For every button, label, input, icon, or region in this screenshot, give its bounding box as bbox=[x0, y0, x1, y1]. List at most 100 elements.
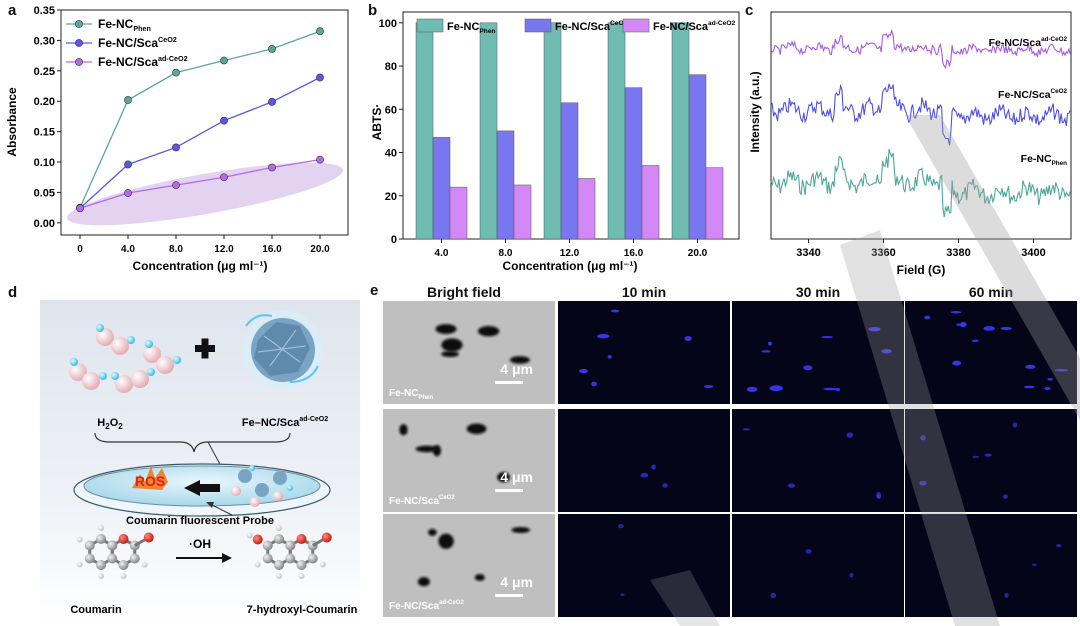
legend-swatch bbox=[622, 18, 650, 33]
legend-swatch bbox=[524, 18, 552, 33]
highlight-ellipse bbox=[67, 162, 343, 226]
y-tick-label: 20 bbox=[385, 191, 397, 203]
legend-label: Fe-NC/Scaad-CeO2 bbox=[98, 54, 188, 69]
bar bbox=[415, 22, 434, 240]
data-point bbox=[268, 163, 276, 172]
fluorescent-spot bbox=[919, 480, 927, 486]
fluorescent-spot bbox=[662, 483, 668, 488]
x-tick-label: 20.0 bbox=[310, 244, 330, 255]
particle bbox=[466, 423, 487, 435]
x-tick-label: 12.0 bbox=[560, 248, 580, 259]
fluorescent-spot bbox=[956, 323, 962, 326]
ros-label: ROS bbox=[135, 473, 165, 489]
scale-bar-label: 4 μm bbox=[500, 469, 533, 485]
fluorescent-spot bbox=[835, 388, 840, 392]
fluorescent-spot bbox=[881, 348, 892, 354]
bar bbox=[513, 184, 532, 240]
hydrogen-atom bbox=[120, 573, 127, 579]
particle bbox=[441, 338, 463, 352]
fluorescent-spot bbox=[597, 333, 610, 339]
fluorescence-image bbox=[558, 301, 730, 404]
nanomaterial-icon bbox=[243, 310, 323, 390]
fluorescent-spot bbox=[770, 592, 777, 599]
x-tick-label: 16.0 bbox=[262, 244, 282, 255]
oxygen-atom bbox=[118, 534, 129, 544]
particle bbox=[497, 472, 510, 483]
carbon-atom bbox=[274, 534, 284, 544]
legend-sup: CeO2 bbox=[158, 35, 177, 44]
scale-bar-label: 4 μm bbox=[500, 361, 533, 377]
hydrogen-atom bbox=[298, 573, 305, 579]
legend-sup: CeO2 bbox=[610, 20, 628, 27]
legend-marker bbox=[75, 39, 83, 47]
hydrogen-atom bbox=[276, 525, 282, 531]
column-header: 30 min bbox=[796, 284, 840, 300]
y-tick-label: 0.20 bbox=[34, 96, 55, 108]
fluorescent-spot bbox=[651, 464, 656, 470]
data-point bbox=[124, 189, 132, 197]
scale-bar bbox=[495, 489, 523, 492]
bar bbox=[705, 167, 724, 240]
plus-icon bbox=[195, 338, 215, 359]
carbon-atom bbox=[285, 553, 296, 564]
fluorescent-spot bbox=[591, 381, 597, 387]
fluorescence-image bbox=[558, 514, 730, 617]
fluorescent-spot bbox=[821, 335, 833, 339]
bar bbox=[449, 186, 468, 240]
a-xlabel: Concentration (μg ml⁻¹) bbox=[133, 259, 268, 273]
data-point bbox=[172, 143, 180, 152]
x-tick-label: 8.0 bbox=[499, 248, 513, 259]
hydrogen-atom bbox=[276, 573, 282, 579]
legend-swatch bbox=[416, 18, 444, 33]
x-tick-label: 8.0 bbox=[169, 244, 183, 255]
fluorescent-spot bbox=[1044, 386, 1051, 390]
fluorescent-spot bbox=[703, 385, 714, 388]
x-tick-label: 0 bbox=[77, 244, 83, 255]
h2o2-label: H2O2 bbox=[97, 417, 123, 431]
y-tick-label: 0.05 bbox=[34, 187, 55, 199]
fluorescent-spot bbox=[1054, 369, 1069, 372]
panel-label-e: e bbox=[370, 282, 379, 299]
epr-trace-2 bbox=[770, 148, 1071, 218]
fluorescent-spot bbox=[578, 368, 589, 374]
fluorescent-spot bbox=[684, 336, 692, 341]
data-point bbox=[124, 160, 132, 169]
fluorescent-spot bbox=[1012, 422, 1018, 428]
bar bbox=[543, 22, 562, 240]
hydrogen-atom bbox=[141, 561, 148, 568]
y-tick-label: 0.25 bbox=[34, 66, 55, 78]
bar bbox=[641, 165, 660, 240]
legend-label: Fe-NC/ScaCeO2 bbox=[998, 88, 1067, 101]
legend-name: Fe-NC/Sca bbox=[555, 21, 611, 33]
series-line-1 bbox=[79, 76, 321, 209]
fluorescent-spot bbox=[767, 341, 773, 346]
fluorescent-spot bbox=[849, 572, 854, 578]
legend-name: Fe-NC/Sca bbox=[989, 37, 1042, 49]
legend-label: Fe-NCPhen bbox=[1021, 153, 1067, 167]
fluorescent-spot bbox=[959, 321, 967, 328]
data-point bbox=[172, 181, 180, 190]
hydrogen-atom bbox=[98, 573, 104, 579]
fluorescence-image bbox=[732, 514, 904, 617]
fluorescent-spot bbox=[640, 472, 649, 478]
data-point bbox=[268, 45, 276, 53]
data-point bbox=[76, 204, 84, 213]
carbon-atom bbox=[307, 553, 318, 564]
particle bbox=[509, 356, 530, 364]
microscopy-e: Bright field 10 min 30 min 60 min 4 μm Fe-NC… bbox=[383, 284, 1077, 617]
legend-name: Fe-NC/Sca bbox=[998, 89, 1051, 101]
bar bbox=[560, 102, 579, 240]
data-point bbox=[220, 56, 228, 65]
bar bbox=[624, 87, 643, 240]
fluorescent-spot bbox=[742, 428, 751, 431]
legend-name: Fe-NC bbox=[447, 21, 479, 33]
fluorescent-spot bbox=[610, 309, 620, 313]
carbon-atom bbox=[129, 553, 140, 564]
oh-label: ·OH bbox=[189, 537, 211, 551]
x-tick-label: 3380 bbox=[946, 247, 970, 259]
legend-sub: Phen bbox=[479, 28, 495, 35]
carbon-atom bbox=[96, 560, 106, 570]
bar bbox=[671, 22, 690, 240]
x-tick-label: 16.0 bbox=[624, 248, 644, 259]
